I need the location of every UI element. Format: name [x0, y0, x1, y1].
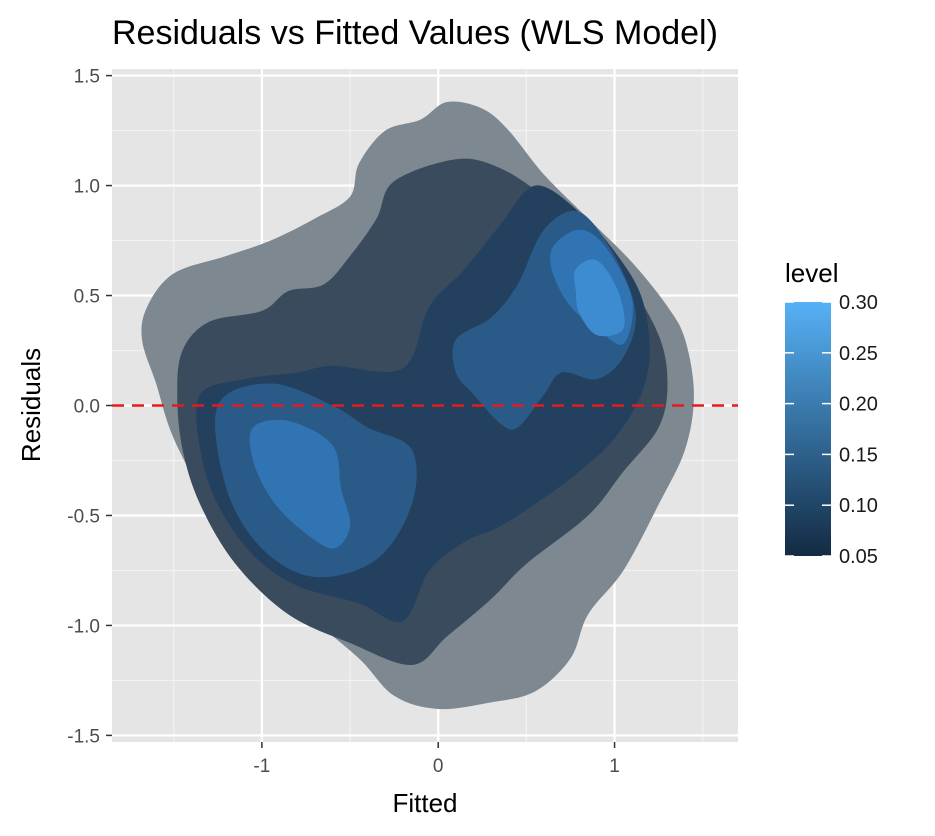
legend-label: 0.15 [839, 444, 878, 466]
density-contour-0_3 [574, 259, 625, 337]
y-tick-label: 1.0 [74, 177, 100, 198]
legend-title: level [785, 258, 838, 288]
density-contour-0_25 [249, 419, 351, 549]
y-tick-label: 0.0 [74, 397, 100, 418]
x-tick-label: 1 [609, 756, 620, 777]
legend-label: 0.30 [839, 292, 878, 314]
x-tick-label: 0 [433, 756, 444, 777]
y-axis-ticks: -1.5 -1.0 -0.5 0.0 0.5 1.0 1.5 [67, 67, 112, 747]
legend-label: 0.20 [839, 394, 878, 416]
legend-colorbar [785, 302, 831, 556]
legend-label: 0.05 [839, 546, 878, 568]
y-tick-label: -1.5 [67, 726, 100, 747]
x-tick-label: -1 [253, 756, 270, 777]
legend-ticks: 0.05 0.10 0.15 0.20 0.25 0.30 [785, 292, 878, 568]
y-axis-title: Residuals [16, 348, 46, 462]
y-tick-label: -1.0 [67, 616, 100, 637]
x-axis-ticks: -1 0 1 [253, 742, 620, 777]
chart-title: Residuals vs Fitted Values (WLS Model) [112, 14, 718, 52]
y-tick-label: 1.5 [74, 67, 100, 88]
legend-label: 0.25 [839, 343, 878, 365]
x-axis-title: Fitted [392, 788, 457, 818]
y-tick-label: 0.5 [74, 287, 100, 308]
y-tick-label: -0.5 [67, 506, 100, 527]
legend-label: 0.10 [839, 495, 878, 517]
